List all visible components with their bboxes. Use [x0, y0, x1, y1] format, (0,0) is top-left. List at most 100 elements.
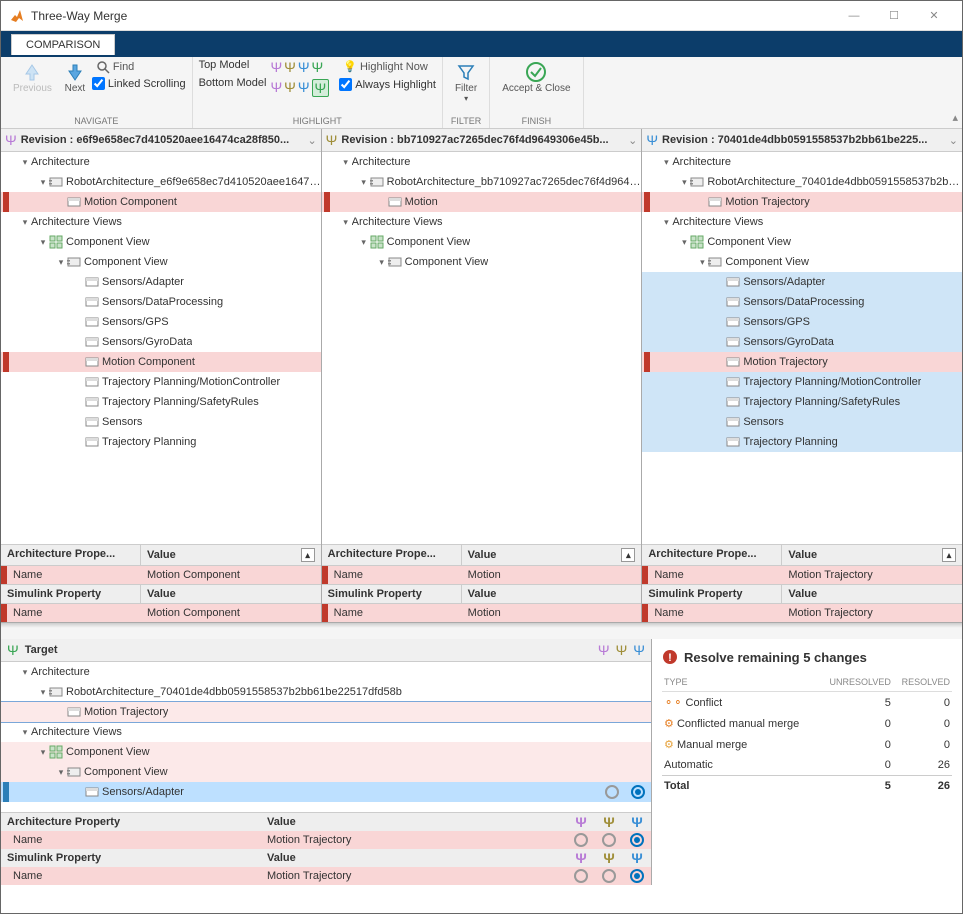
tree-row[interactable]: Motion Trajectory [1, 702, 651, 722]
tree-row[interactable]: ▾Architecture [322, 152, 642, 172]
always-highlight-checkbox[interactable]: Always Highlight [339, 78, 436, 91]
close-button[interactable]: ✕ [914, 2, 954, 30]
tree-row[interactable]: Trajectory Planning/MotionController [1, 372, 321, 392]
collapse-icon[interactable]: ▴ [621, 548, 635, 562]
maximize-button[interactable]: ☐ [874, 2, 914, 30]
linked-scrolling-checkbox[interactable]: Linked Scrolling [92, 77, 186, 90]
radio-purple[interactable] [574, 869, 588, 883]
disclosure-icon[interactable]: ▾ [19, 217, 31, 228]
tree-row[interactable]: ▾RobotArchitecture_bb710927ac7265dec76f4… [322, 172, 642, 192]
collapse-icon[interactable]: ▴ [942, 548, 956, 562]
tree-row[interactable]: ▾Component View [1, 742, 651, 762]
tree-row[interactable]: Trajectory Planning [642, 432, 962, 452]
radio-olive[interactable] [602, 833, 616, 847]
tree-row[interactable]: ▾Component View [322, 252, 642, 272]
tree-row[interactable]: ▾Component View [1, 232, 321, 252]
radio-blue[interactable] [630, 869, 644, 883]
disclosure-icon[interactable]: ▾ [358, 237, 370, 248]
tree-row[interactable]: Sensors/Adapter [1, 272, 321, 292]
disclosure-icon[interactable]: ▾ [660, 157, 672, 168]
highlight-now-button[interactable]: 💡 Highlight Now [339, 59, 436, 74]
tree-row[interactable]: ▾Architecture [1, 152, 321, 172]
tree-row[interactable]: Sensors/GPS [1, 312, 321, 332]
revision-tree[interactable]: ▾Architecture▾RobotArchitecture_70401de4… [642, 152, 962, 544]
cactus-blue-bottom-icon[interactable]: Ψ [298, 79, 310, 97]
radio-purple[interactable] [605, 785, 619, 799]
revision-tree[interactable]: ▾Architecture▾RobotArchitecture_e6f9e658… [1, 152, 321, 544]
tree-row[interactable]: Sensors/DataProcessing [642, 292, 962, 312]
tree-row[interactable]: Motion [322, 192, 642, 212]
cactus-purple-top-icon[interactable]: Ψ [270, 59, 282, 75]
disclosure-icon[interactable]: ▾ [37, 237, 49, 248]
disclosure-icon[interactable]: ▾ [19, 157, 31, 168]
tree-row[interactable]: ▾Component View [322, 232, 642, 252]
disclosure-icon[interactable]: ▾ [696, 257, 708, 268]
tree-row[interactable]: Trajectory Planning/SafetyRules [642, 392, 962, 412]
tree-row[interactable]: ▾Component View [1, 252, 321, 272]
tree-row[interactable]: Motion Component [1, 352, 321, 372]
disclosure-icon[interactable]: ▾ [37, 687, 49, 698]
disclosure-icon[interactable]: ▾ [37, 177, 49, 188]
tree-row[interactable]: ▾RobotArchitecture_70401de4dbb0591558537… [642, 172, 962, 192]
tree-row[interactable]: ▾Component View [1, 762, 651, 782]
tree-row[interactable]: Motion Trajectory [642, 352, 962, 372]
find-button[interactable]: Find [92, 59, 186, 75]
tree-row[interactable]: ▾Architecture [1, 662, 651, 682]
tree-row[interactable]: ▾Architecture Views [322, 212, 642, 232]
tab-comparison[interactable]: COMPARISON [11, 34, 115, 55]
cactus-purple-selector-icon[interactable]: Ψ [598, 642, 610, 658]
tree-row[interactable]: ▾RobotArchitecture_70401de4dbb0591558537… [1, 682, 651, 702]
tree-row[interactable]: Motion Component [1, 192, 321, 212]
cactus-blue-selector-icon[interactable]: Ψ [633, 642, 645, 658]
disclosure-icon[interactable]: ▾ [340, 217, 352, 228]
cactus-green-bottom-icon[interactable]: Ψ [312, 79, 330, 97]
tree-row[interactable]: Sensors/Adapter [1, 782, 651, 802]
tree-row[interactable]: ▾Architecture Views [642, 212, 962, 232]
filter-button[interactable]: Filter ▾ [449, 59, 483, 105]
disclosure-icon[interactable]: ▾ [376, 257, 388, 268]
disclosure-icon[interactable]: ▾ [660, 217, 672, 228]
disclosure-icon[interactable]: ▾ [19, 727, 31, 738]
tree-row[interactable]: Sensors [642, 412, 962, 432]
collapse-icon[interactable]: ▴ [301, 548, 315, 562]
cactus-olive-selector-icon[interactable]: Ψ [616, 642, 628, 658]
disclosure-icon[interactable]: ▾ [37, 747, 49, 758]
tree-row[interactable]: Sensors/Adapter [642, 272, 962, 292]
radio-blue[interactable] [631, 785, 645, 799]
chevron-down-icon[interactable]: ⌄ [628, 134, 637, 147]
cactus-purple-bottom-icon[interactable]: Ψ [270, 79, 282, 97]
tree-row[interactable]: Motion Trajectory [642, 192, 962, 212]
collapse-ribbon-icon[interactable]: ▴ [952, 111, 958, 124]
tree-row[interactable]: ▾Architecture Views [1, 212, 321, 232]
disclosure-icon[interactable]: ▾ [358, 177, 370, 188]
tree-row[interactable]: Sensors/DataProcessing [1, 292, 321, 312]
chevron-down-icon[interactable]: ⌄ [949, 134, 958, 147]
tree-row[interactable]: Sensors [1, 412, 321, 432]
tree-row[interactable]: Trajectory Planning [1, 432, 321, 452]
next-button[interactable]: Next [58, 59, 92, 96]
cactus-green-top-icon[interactable]: Ψ [312, 59, 324, 75]
revision-tree[interactable]: ▾Architecture▾RobotArchitecture_bb710927… [322, 152, 642, 544]
disclosure-icon[interactable]: ▾ [678, 177, 690, 188]
tree-row[interactable]: Trajectory Planning/SafetyRules [1, 392, 321, 412]
tree-row[interactable]: ▾Component View [642, 252, 962, 272]
tree-row[interactable]: ▾Architecture [642, 152, 962, 172]
target-tree[interactable]: ▾Architecture▾RobotArchitecture_70401de4… [1, 662, 651, 812]
accept-close-button[interactable]: Accept & Close [496, 59, 576, 96]
chevron-down-icon[interactable]: ⌄ [307, 134, 316, 147]
disclosure-icon[interactable]: ▾ [678, 237, 690, 248]
minimize-button[interactable]: — [834, 2, 874, 30]
tree-row[interactable]: Sensors/GPS [642, 312, 962, 332]
previous-button[interactable]: Previous [7, 59, 58, 96]
tree-row[interactable]: ▾Architecture Views [1, 722, 651, 742]
cactus-blue-top-icon[interactable]: Ψ [298, 59, 310, 75]
radio-blue[interactable] [630, 833, 644, 847]
radio-purple[interactable] [574, 833, 588, 847]
radio-olive[interactable] [602, 869, 616, 883]
tree-row[interactable]: Trajectory Planning/MotionController [642, 372, 962, 392]
disclosure-icon[interactable]: ▾ [340, 157, 352, 168]
cactus-olive-bottom-icon[interactable]: Ψ [284, 79, 296, 97]
cactus-olive-top-icon[interactable]: Ψ [284, 59, 296, 75]
disclosure-icon[interactable]: ▾ [19, 667, 31, 678]
tree-row[interactable]: ▾RobotArchitecture_e6f9e658ec7d410520aee… [1, 172, 321, 192]
